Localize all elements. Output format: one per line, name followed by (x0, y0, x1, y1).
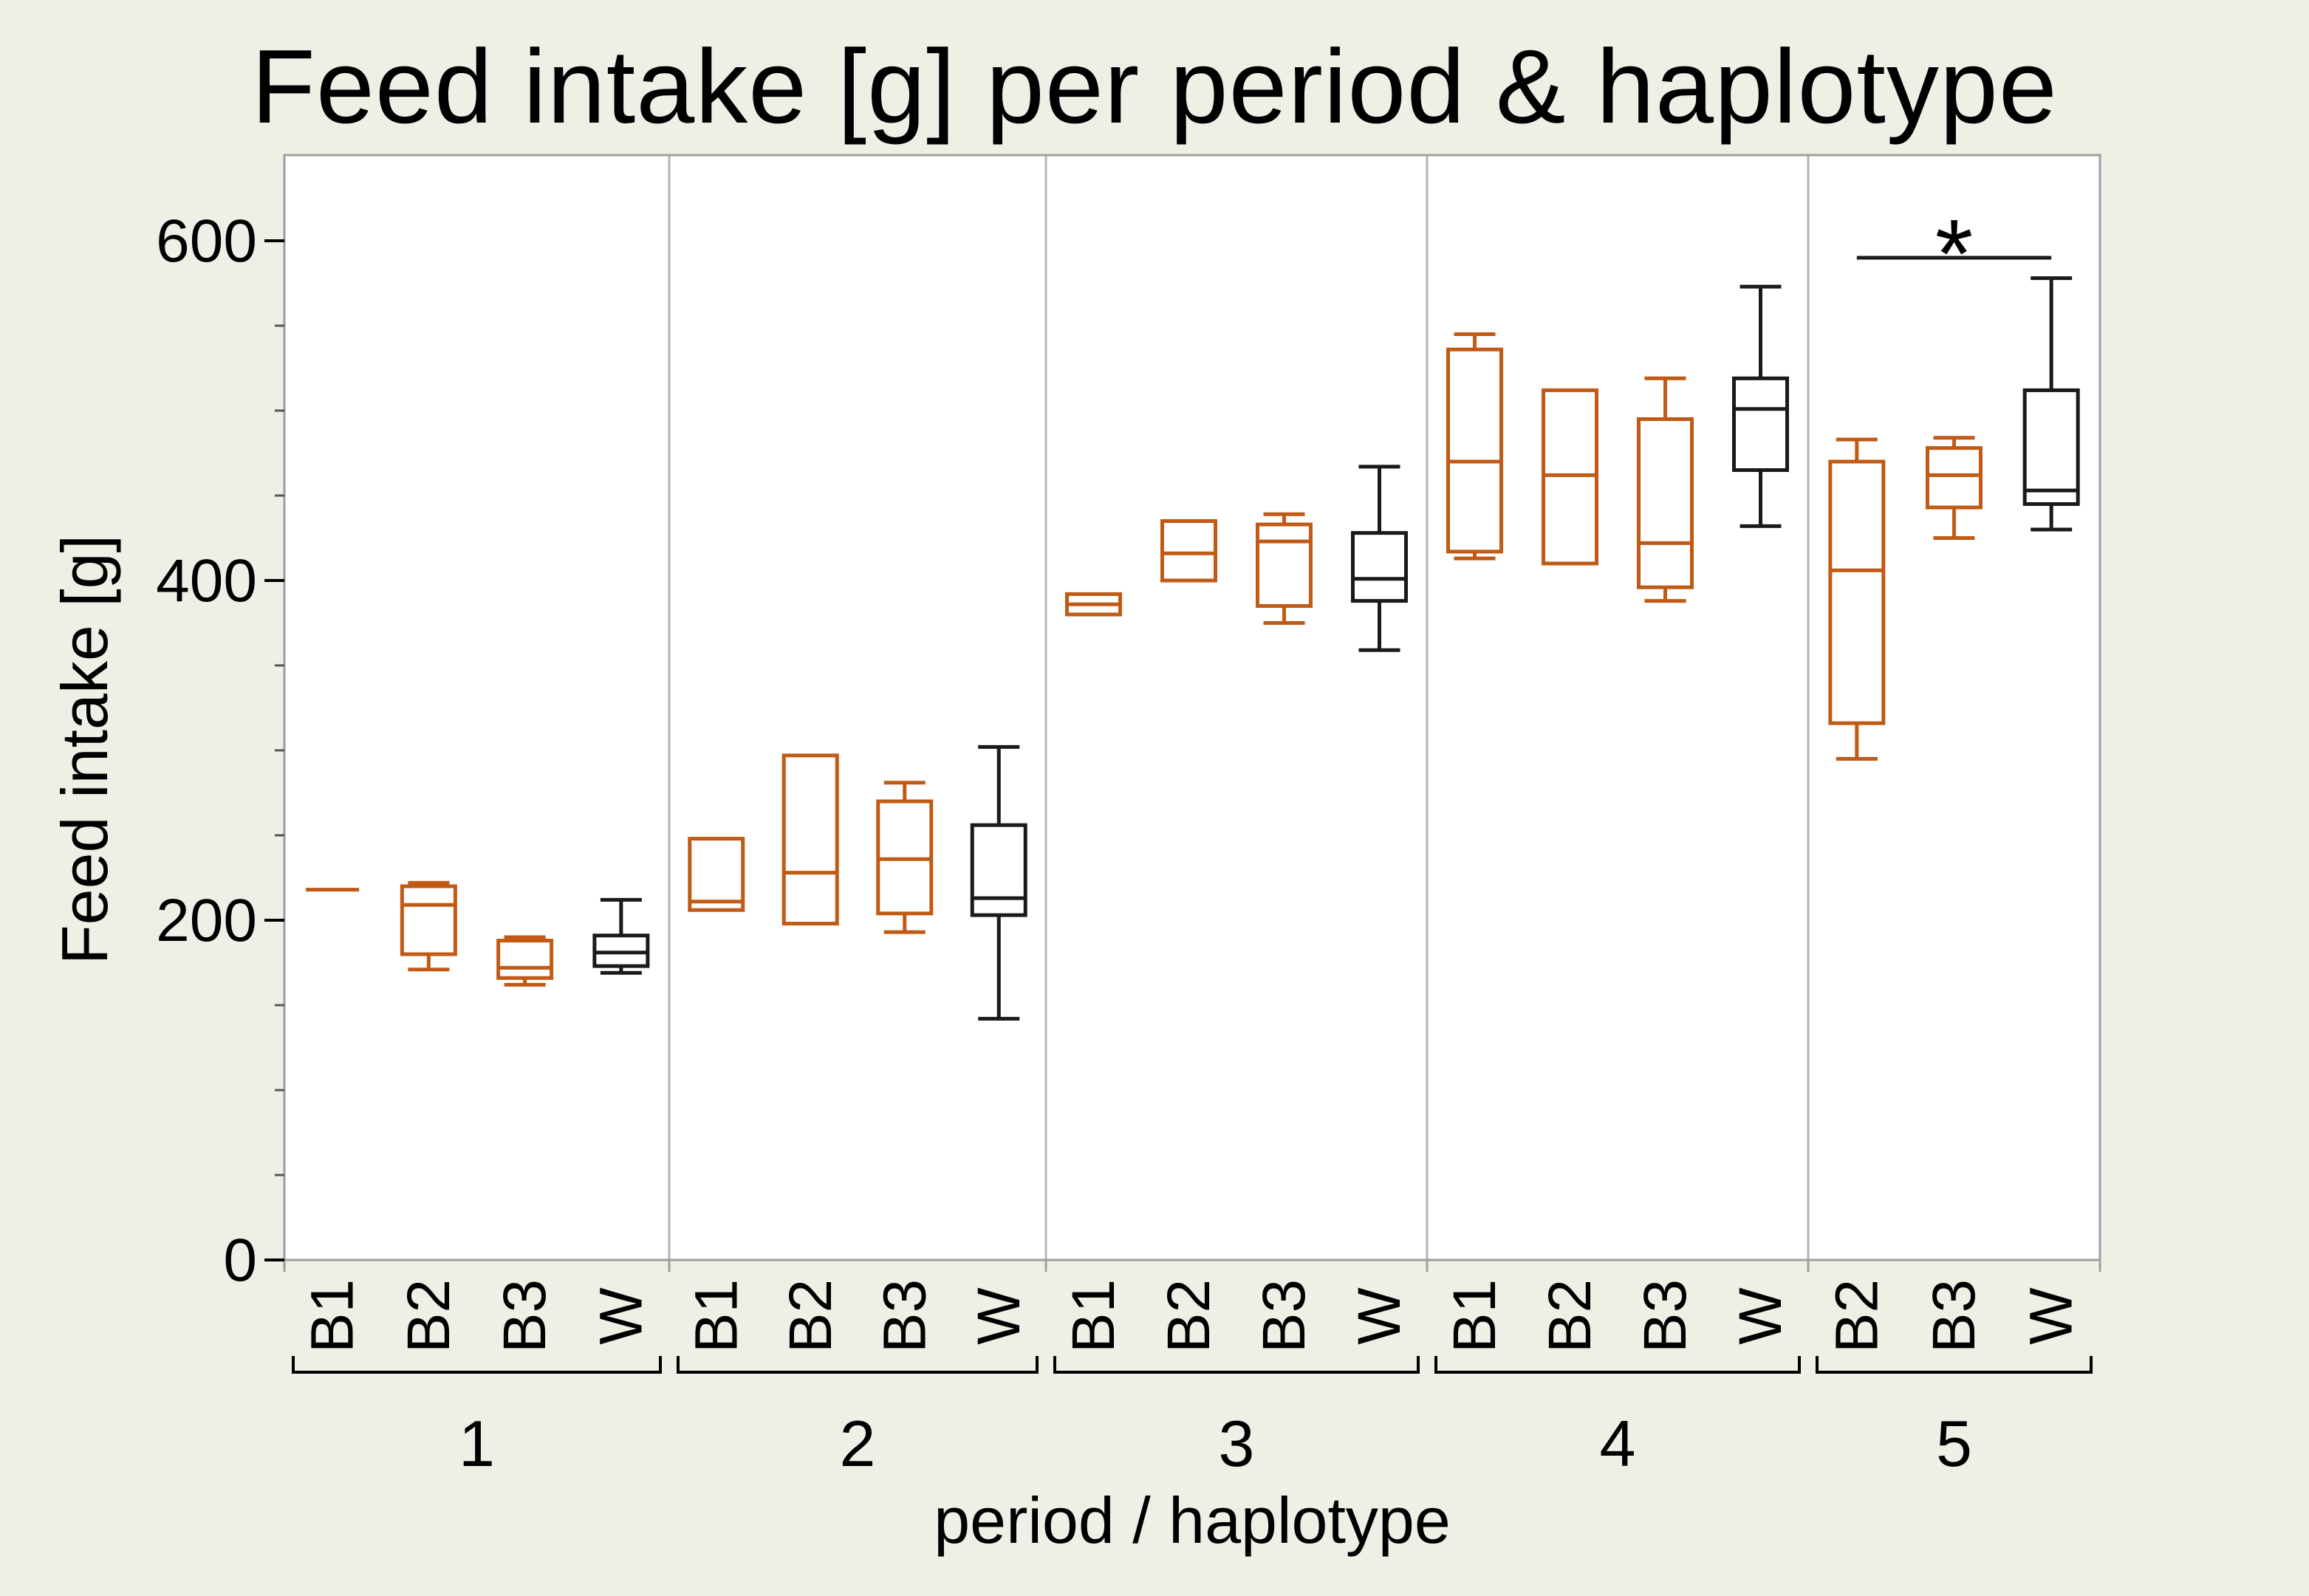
svg-text:B2: B2 (1823, 1279, 1890, 1353)
svg-text:B1: B1 (1441, 1279, 1508, 1353)
svg-text:400: 400 (156, 547, 257, 614)
svg-text:2: 2 (840, 1407, 876, 1480)
svg-text:B3: B3 (1632, 1279, 1699, 1353)
svg-text:*: * (1935, 199, 1973, 308)
svg-text:B2: B2 (1536, 1279, 1604, 1353)
svg-text:5: 5 (1936, 1407, 1972, 1480)
svg-text:600: 600 (156, 208, 257, 275)
svg-text:0: 0 (223, 1227, 257, 1294)
svg-text:B2: B2 (777, 1279, 844, 1353)
svg-text:W: W (965, 1287, 1033, 1345)
svg-text:B3: B3 (871, 1279, 938, 1353)
svg-text:B2: B2 (395, 1279, 462, 1353)
svg-text:B1: B1 (683, 1279, 750, 1353)
svg-text:3: 3 (1219, 1407, 1255, 1480)
svg-text:B2: B2 (1155, 1279, 1222, 1353)
svg-text:B3: B3 (491, 1279, 558, 1353)
x-axis-title: period / haplotype (934, 1484, 1451, 1557)
svg-text:4: 4 (1600, 1407, 1636, 1480)
svg-text:W: W (1727, 1287, 1794, 1345)
y-axis-title: Feed intake [g] (48, 534, 121, 965)
svg-text:B1: B1 (1060, 1279, 1127, 1353)
svg-text:W: W (1346, 1287, 1413, 1345)
svg-text:200: 200 (156, 887, 257, 954)
svg-text:W: W (587, 1287, 654, 1345)
svg-text:B3: B3 (1920, 1279, 1988, 1353)
svg-text:B3: B3 (1251, 1279, 1318, 1353)
svg-text:B1: B1 (299, 1279, 366, 1353)
chart-title: Feed intake [g] per period & haplotype (251, 28, 2058, 145)
svg-text:1: 1 (459, 1407, 495, 1480)
svg-text:W: W (2018, 1287, 2085, 1345)
